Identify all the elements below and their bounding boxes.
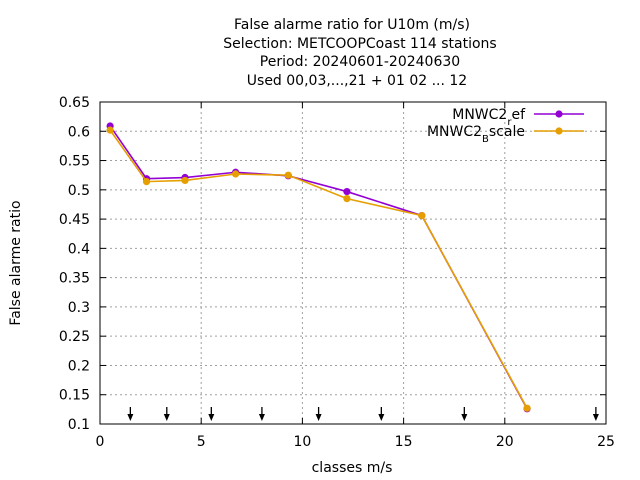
- series-line: [109, 125, 528, 410]
- arrow-head: [163, 414, 170, 421]
- title-line-4: Used 00,03,...,21 + 01 02 ... 12: [247, 73, 467, 89]
- class-boundary-arrow: [592, 407, 599, 421]
- x-tick-label: 15: [395, 434, 413, 450]
- class-boundary-arrow: [208, 407, 215, 421]
- legend-swatch-point: [555, 127, 563, 135]
- arrow-head: [315, 414, 322, 421]
- class-boundary-arrow: [127, 407, 134, 421]
- data-point: [232, 170, 240, 178]
- data-point: [418, 211, 426, 220]
- y-tick-label: 0.15: [59, 388, 90, 404]
- title-line-2: Selection: METCOOPCoast 114 stations: [223, 36, 496, 52]
- x-tick-label: 20: [496, 434, 514, 450]
- y-tick-label: 0.6: [68, 124, 90, 140]
- y-tick-label: 0.65: [59, 95, 90, 111]
- data-point: [106, 126, 114, 134]
- arrow-head: [461, 414, 468, 421]
- y-tick-label: 0.45: [59, 212, 90, 228]
- y-tick-label: 0.4: [68, 241, 90, 257]
- title-line-3: Period: 20240601-20240630: [260, 54, 460, 70]
- y-tick-label: 0.5: [68, 183, 90, 199]
- arrow-head: [258, 414, 265, 421]
- y-axis-label: False alarme ratio: [8, 200, 24, 325]
- legend-swatch-point: [555, 110, 563, 118]
- y-tick-label: 0.55: [59, 154, 90, 170]
- data-point: [343, 195, 351, 203]
- class-boundary-arrow: [163, 407, 170, 421]
- x-tick-label: 5: [197, 434, 206, 450]
- class-markers: [127, 407, 599, 421]
- x-tick-label: 10: [293, 434, 311, 450]
- legend-entry-2: MNWC2Bscale: [427, 124, 584, 145]
- tick-labels: 0.1 0.15 0.2 0.25 0.3 0.35 0.4 0.45 0.5 0.55 0.6 0.…: [59, 95, 615, 450]
- data-point: [181, 176, 189, 185]
- series-1: [106, 122, 531, 413]
- arrow-head: [378, 414, 385, 421]
- arrow-head: [592, 414, 599, 421]
- y-tick-label: 0.2: [68, 358, 90, 374]
- x-tick-label: 0: [96, 434, 105, 450]
- series-layer: [106, 122, 531, 413]
- class-boundary-arrow: [258, 407, 265, 421]
- y-tick-label: 0.25: [59, 329, 90, 345]
- series-2: [106, 126, 531, 412]
- y-tick-label: 0.1: [68, 417, 90, 433]
- title-line-1: False alarme ratio for U10m (m/s): [234, 17, 470, 33]
- data-point: [284, 171, 292, 179]
- legend-label: MNWC2Bscale: [427, 124, 525, 145]
- x-axis-label: classes m/s: [312, 460, 393, 476]
- x-tick-label: 25: [597, 434, 615, 450]
- data-point: [343, 187, 351, 196]
- arrow-head: [208, 414, 215, 421]
- legend-entry-1: MNWC2ref: [452, 107, 584, 128]
- data-point: [523, 404, 531, 412]
- y-tick-label: 0.3: [68, 300, 90, 316]
- data-point: [142, 178, 151, 186]
- axis-ticks: [99, 101, 607, 425]
- legend-label: MNWC2ref: [452, 107, 526, 128]
- series-line: [109, 129, 528, 409]
- chart-title: False alarme ratio for U10m (m/s) Select…: [223, 17, 496, 89]
- class-boundary-arrow: [315, 407, 322, 421]
- grid: [100, 102, 606, 424]
- plot-frame: [99, 101, 607, 425]
- y-tick-label: 0.35: [59, 271, 90, 287]
- class-boundary-arrow: [378, 407, 385, 421]
- class-boundary-arrow: [461, 407, 468, 421]
- arrow-head: [127, 414, 134, 421]
